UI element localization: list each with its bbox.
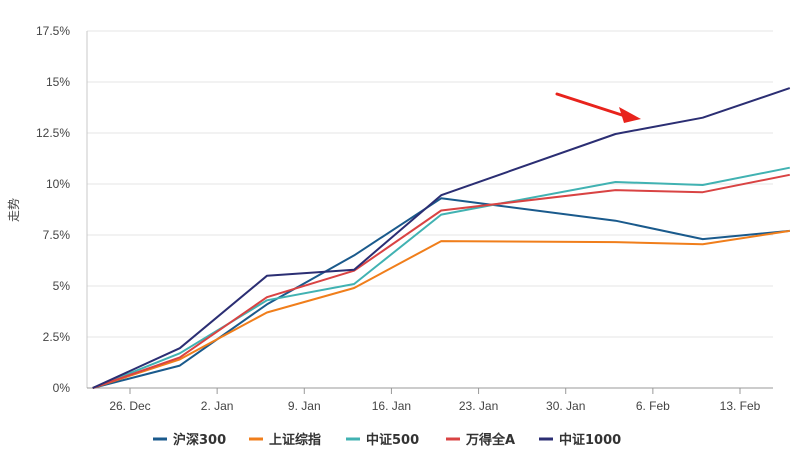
legend[interactable]: 沪深300 上证综指 中证500 万得全A 中证1000 [153,432,621,448]
x-tick-label: 23. Jan [459,399,498,413]
series-line-4 [92,87,791,389]
y-tick-label: 15% [46,75,70,89]
axes [86,31,773,389]
annotation-arrow [555,92,641,123]
x-tick-label: 6. Feb [636,399,670,413]
legend-item[interactable]: 上证综指 [249,432,321,448]
legend-label: 中证500 [366,432,419,448]
legend-label: 沪深300 [173,432,226,448]
series-line-2 [92,166,790,389]
arrow-head [619,107,641,123]
series-line-1 [92,229,790,389]
legend-item[interactable]: 沪深300 [153,432,226,448]
y-axis-label: 走势 [7,198,21,222]
y-tick-label: 17.5% [36,24,70,38]
y-tick-labels: 0% 2.5% 5% 7.5% 10% 12.5% 15% 17.5% [36,24,70,395]
series-line-3 [92,173,790,389]
y-tick-label: 5% [53,279,71,293]
y-tick-label: 10% [46,177,70,191]
y-tick-label: 7.5% [43,228,71,242]
grid-lines [87,30,773,338]
x-tick-label: 2. Jan [201,399,234,413]
series-lines [92,87,791,389]
legend-label: 中证1000 [559,432,621,448]
legend-item[interactable]: 中证500 [346,432,419,448]
x-tick-label: 30. Jan [546,399,585,413]
legend-item[interactable]: 万得全A [446,432,515,448]
x-tick-label: 26. Dec [109,399,150,413]
x-tick-label: 9. Jan [288,399,321,413]
legend-label: 上证综指 [269,432,321,448]
legend-item[interactable]: 中证1000 [539,432,621,448]
arrow-shaft [555,92,630,119]
y-tick-label: 0% [53,381,71,395]
series-line-0 [92,197,790,389]
y-tick-label: 2.5% [43,330,71,344]
y-tick-label: 12.5% [36,126,70,140]
x-tick-label: 13. Feb [720,399,761,413]
legend-label: 万得全A [465,432,515,448]
x-tick-label: 16. Jan [372,399,411,413]
x-tick-labels: 26. Dec 2. Jan 9. Jan 16. Jan 23. Jan 30. Jan… [109,388,761,413]
